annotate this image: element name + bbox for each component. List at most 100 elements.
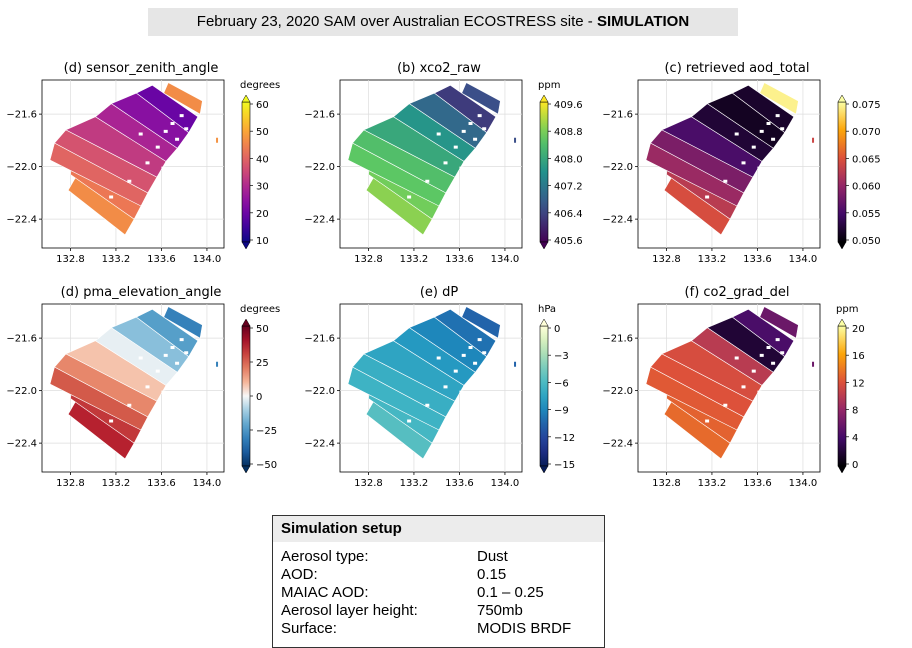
isolated-sounding xyxy=(514,137,517,143)
x-tick-label: 133.2 xyxy=(400,254,429,265)
swath-band xyxy=(731,84,795,133)
isolated-sounding xyxy=(514,361,517,367)
data-gap xyxy=(780,127,785,131)
colorbar-tick-label: 0 xyxy=(554,324,560,335)
colorbar-tick-label: −9 xyxy=(554,406,569,417)
data-gap xyxy=(175,361,180,365)
y-tick-label: −21.6 xyxy=(6,110,37,121)
colorbar-tick-label: 409.6 xyxy=(554,100,583,111)
panel-title: (f) co2_grad_del xyxy=(685,285,790,300)
data-gap xyxy=(459,390,464,394)
chart-svg: (b) xco2_raw 132.8 133.2 133.6 134.0 −21.6 −22… xyxy=(304,61,583,265)
data-gap xyxy=(482,127,487,131)
panel-co2-grad-del: (f) co2_grad_del 132.8 133.2 133.6 134.0 −21.… xyxy=(596,282,912,514)
panel-dp: (e) dP 132.8 133.2 133.6 134.0 −21.6 −22.0 −22.… xyxy=(298,282,598,514)
setup-value: 750mb xyxy=(477,602,523,619)
data-gap xyxy=(453,145,458,149)
data-gap xyxy=(163,353,168,357)
colorbar-extend-top xyxy=(241,318,251,327)
colorbar-tick-label: −15 xyxy=(554,460,575,471)
x-tick-label: 132.8 xyxy=(56,254,85,265)
isolated-sounding xyxy=(216,361,219,367)
data-gap xyxy=(161,166,166,170)
swath-band xyxy=(759,82,799,115)
colorbar-label: degrees xyxy=(240,80,280,91)
data-gap xyxy=(468,346,473,349)
isolated-sounding xyxy=(812,361,815,367)
chart-svg: (d) sensor_zenith_angle 132.8 133.2 133.6 13… xyxy=(6,61,280,265)
x-tick-label: 133.2 xyxy=(102,254,131,265)
colorbar-tick-label: 25 xyxy=(256,358,269,369)
data-gap xyxy=(759,129,764,133)
figure-title-prefix: February 23, 2020 SAM over Australian EC… xyxy=(196,13,597,30)
colorbar-tick-label: 12 xyxy=(852,378,865,389)
panel-title: (d) pma_elevation_angle xyxy=(61,285,222,300)
colorbar-tick-label: 20 xyxy=(852,324,865,335)
colorbar-extend-bottom xyxy=(837,241,847,250)
x-tick-label: 134.0 xyxy=(789,254,818,265)
colorbar-tick-label: −50 xyxy=(256,460,277,471)
colorbar-extend-top xyxy=(241,94,251,103)
data-gap xyxy=(179,114,184,118)
colorbar-tick-label: 20 xyxy=(256,209,269,220)
y-tick-label: −21.6 xyxy=(304,334,335,345)
swath-band xyxy=(135,308,199,357)
data-gap xyxy=(155,145,160,149)
colorbar-tick-label: 0.055 xyxy=(852,209,881,220)
setup-heading: Simulation setup xyxy=(273,516,604,542)
colorbar-extend-top xyxy=(837,318,847,327)
data-gap xyxy=(757,166,762,170)
data-gap xyxy=(161,390,166,394)
data-gap xyxy=(443,161,448,165)
data-gap xyxy=(759,353,764,357)
x-tick-label: 133.6 xyxy=(147,254,176,265)
colorbar-tick-label: 405.6 xyxy=(554,236,583,247)
chart-svg: (f) co2_grad_del 132.8 133.2 133.6 134.0 −21.… xyxy=(602,285,865,489)
colorbar-tick-label: 406.4 xyxy=(554,209,583,220)
colorbar-tick-label: 16 xyxy=(852,351,865,362)
data-gap xyxy=(170,122,175,125)
data-gap xyxy=(170,156,175,160)
data-gap xyxy=(407,195,412,199)
data-gap xyxy=(145,385,150,389)
colorbar-extend-bottom xyxy=(539,241,549,250)
y-tick-label: −22.4 xyxy=(602,215,633,226)
colorbar-tick-label: 0.075 xyxy=(852,100,881,111)
setup-value: 0.1 – 0.25 xyxy=(477,584,544,601)
data-gap xyxy=(473,361,478,365)
colorbar-tick-label: −3 xyxy=(554,351,569,362)
colorbar-tick-label: 408.8 xyxy=(554,127,583,138)
colorbar-tick-label: 407.2 xyxy=(554,182,583,193)
colorbar-tick-label: −6 xyxy=(554,378,569,389)
data-gap xyxy=(461,129,466,133)
colorbar-extend-bottom xyxy=(539,465,549,474)
data-gap xyxy=(482,351,487,355)
data-gap xyxy=(766,156,771,160)
y-tick-label: −22.4 xyxy=(304,215,335,226)
data-gap xyxy=(127,403,132,407)
data-gap xyxy=(468,122,473,125)
colorbar xyxy=(837,101,847,243)
colorbar xyxy=(837,325,847,467)
y-tick-label: −21.6 xyxy=(602,110,633,121)
colorbar-tick-label: −12 xyxy=(554,433,575,444)
panel-xco2-raw: (b) xco2_raw 132.8 133.2 133.6 134.0 −21.6 −22… xyxy=(298,58,598,290)
panel-title: (b) xco2_raw xyxy=(397,61,481,76)
x-tick-label: 133.6 xyxy=(743,254,772,265)
panel-pma-elevation-angle: (d) pma_elevation_angle 132.8 133.2 133.6 13… xyxy=(0,282,300,514)
data-gap xyxy=(766,380,771,384)
setup-key: MAIAC AOD: xyxy=(281,584,369,601)
colorbar-tick-label: 30 xyxy=(256,182,269,193)
chart-svg: (c) retrieved aod_total 132.8 133.2 133.6 13… xyxy=(602,61,881,265)
y-tick-label: −22.4 xyxy=(6,439,37,450)
colorbar-tick-label: 40 xyxy=(256,154,269,165)
data-gap xyxy=(145,161,150,165)
figure-title-bold: SIMULATION xyxy=(596,13,690,30)
swath-band xyxy=(461,82,501,115)
colorbar-tick-label: 50 xyxy=(256,324,269,335)
y-tick-label: −22.4 xyxy=(304,439,335,450)
data-gap xyxy=(461,353,466,357)
x-tick-label: 132.8 xyxy=(652,478,681,489)
chart-svg: (d) pma_elevation_angle 132.8 133.2 133.6 13… xyxy=(6,285,280,489)
x-tick-label: 132.8 xyxy=(56,478,85,489)
